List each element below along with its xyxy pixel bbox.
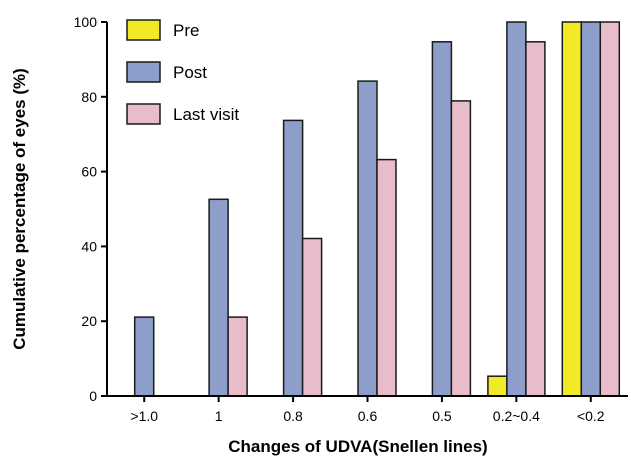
x-tick-label: 0.8 [283, 408, 303, 424]
bar-last-visit-2 [301, 237, 323, 397]
bar-last-visit-5 [525, 41, 546, 397]
bar-last-visit-4 [450, 100, 472, 397]
bar-post-6 [580, 21, 602, 397]
bar-post-5 [506, 21, 527, 397]
bar-post-2 [282, 119, 304, 397]
y-tick-label: 20 [81, 313, 97, 329]
bar-post-0 [133, 316, 155, 397]
bar-last-visit-3 [376, 158, 397, 397]
y-tick-label: 40 [81, 238, 97, 254]
y-tick-label: 100 [74, 14, 98, 30]
bar-last-visit-1 [227, 316, 248, 397]
y-axis-label: Cumulative percentage of eyes (%) [10, 68, 29, 350]
bar-pre-5 [487, 375, 508, 397]
bar-post-1 [208, 198, 229, 397]
bars-group [133, 21, 621, 397]
x-tick-label: <0.2 [577, 408, 605, 424]
legend-swatch-last-visit [126, 103, 161, 125]
legend-swatch-pre [126, 19, 161, 41]
legend-swatch-post [126, 61, 161, 83]
y-tick-label: 60 [81, 164, 97, 180]
x-tick-label: 1 [215, 408, 223, 424]
x-axis-label: Changes of UDVA(Snellen lines) [228, 437, 487, 456]
bar-post-3 [357, 80, 378, 397]
x-tick-label: 0.5 [432, 408, 452, 424]
y-ticks-group: 0 20 40 60 80 100 [74, 14, 107, 404]
bar-last-visit-6 [599, 21, 621, 397]
legend-label-post: Post [173, 63, 207, 82]
legend-label-last-visit: Last visit [173, 105, 239, 124]
x-tick-label: 0.6 [358, 408, 378, 424]
bar-pre-6 [561, 21, 583, 397]
y-tick-label: 80 [81, 89, 97, 105]
x-tick-label: 0.2~0.4 [493, 408, 540, 424]
legend: Pre Post Last visit [126, 19, 239, 125]
x-tick-label: >1.0 [130, 408, 158, 424]
x-ticks-group: >1.0 1 0.8 0.6 0.5 0.2~0.4 <0.2 [130, 396, 605, 424]
legend-label-pre: Pre [173, 21, 199, 40]
y-tick-label: 0 [89, 388, 97, 404]
bar-post-4 [431, 41, 453, 397]
